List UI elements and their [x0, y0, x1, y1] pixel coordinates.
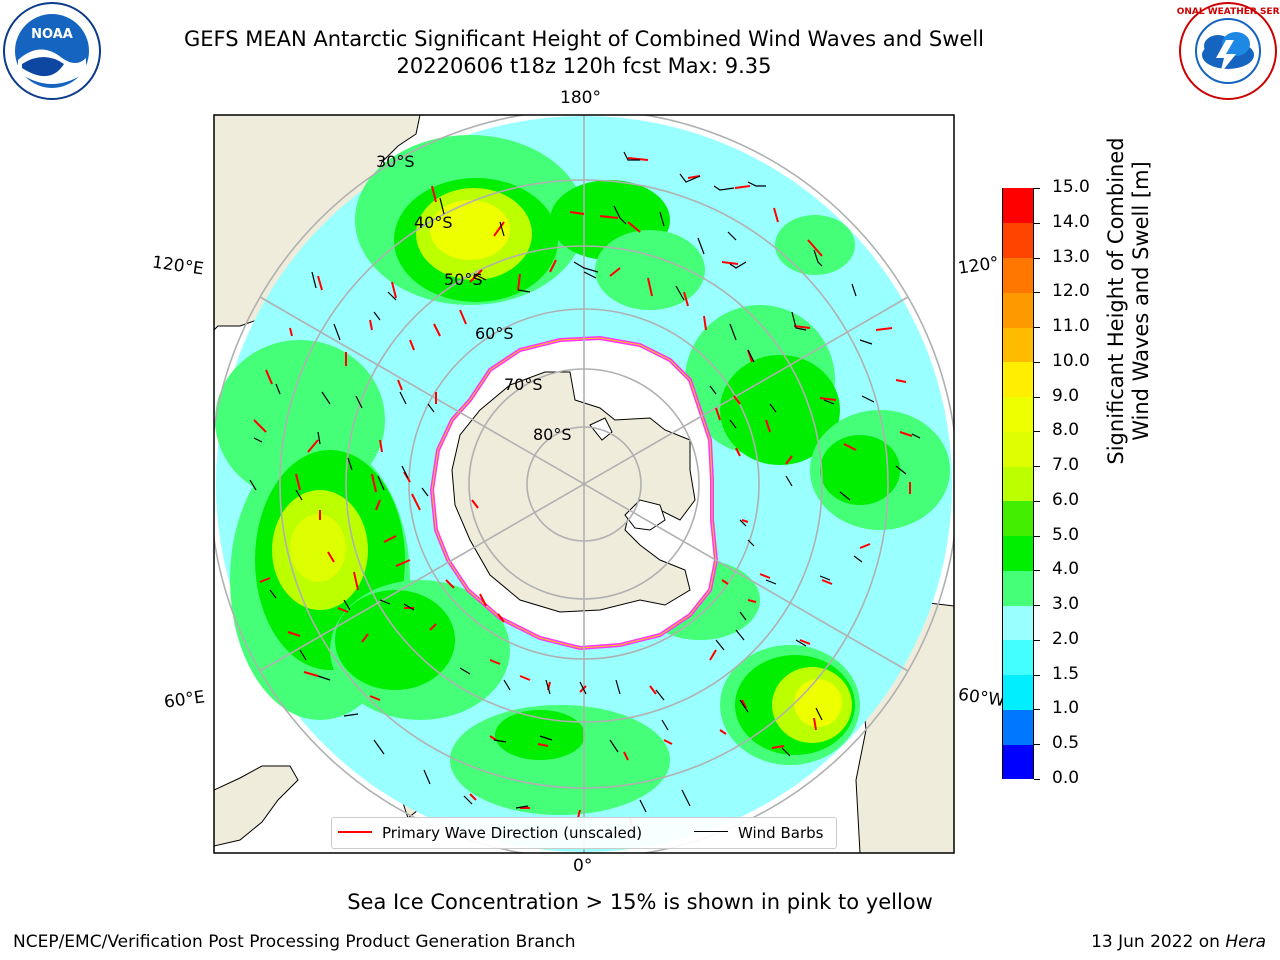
- colorbar-tick: [1034, 327, 1040, 329]
- colorbar-tick-label: 4.0: [1052, 559, 1080, 580]
- colorbar-tick-label: 1.0: [1052, 698, 1080, 719]
- colorbar-label-line2: Wind Waves and Swell [m]: [1129, 161, 1153, 441]
- colorbar-tick: [1034, 222, 1040, 224]
- colorbar-band: [1003, 188, 1033, 224]
- colorbar-tick-label: 2.0: [1052, 628, 1080, 649]
- colorbar-label: Significant Height of Combined Wind Wave…: [1104, 116, 1154, 486]
- colorbar-tick: [1034, 500, 1040, 502]
- colorbar-band: [1003, 570, 1033, 606]
- chart-subtitle: 20220606 t18z 120h fcst Max: 9.35: [396, 54, 772, 78]
- colorbar-tick: [1034, 396, 1040, 398]
- colorbar-band: [1003, 709, 1033, 745]
- colorbar-tick-label: 5.0: [1052, 524, 1080, 545]
- colorbar-band: [1003, 500, 1033, 537]
- colorbar-tick: [1034, 674, 1040, 676]
- legend-wave-direction-label: Primary Wave Direction (unscaled): [382, 824, 643, 842]
- colorbar-tick-label: 8.0: [1052, 420, 1080, 441]
- chart-title: GEFS MEAN Antarctic Significant Height o…: [183, 27, 985, 51]
- colorbar-tick-label: 10.0: [1052, 350, 1090, 371]
- colorbar-tick-label: 7.0: [1052, 455, 1080, 476]
- colorbar: [1002, 188, 1034, 780]
- colorbar-band: [1003, 292, 1033, 328]
- lon-label-0: 0°: [573, 856, 593, 876]
- colorbar-band: [1003, 327, 1033, 363]
- land-antarctica: [451, 371, 696, 613]
- colorbar-tick-label: 15.0: [1052, 177, 1090, 197]
- lat-label-70s: 70°S: [504, 375, 543, 394]
- colorbar-band: [1003, 257, 1033, 293]
- colorbar-tick: [1034, 257, 1040, 259]
- noaa-logo-text: NOAA: [31, 27, 73, 42]
- wave-direction-arrows: [253, 157, 913, 827]
- sea-ice-caption: Sea Ice Concentration > 15% is shown in …: [347, 890, 933, 914]
- colorbar-tick-label: 1.5: [1052, 663, 1080, 684]
- colorbar-band: [1003, 222, 1033, 258]
- colorbar-label-line1: Significant Height of Combined: [1104, 137, 1128, 465]
- colorbar-band: [1003, 466, 1033, 502]
- lon-label-180: 180°: [560, 88, 601, 108]
- wind-barbs: [249, 151, 921, 813]
- colorbar-band: [1003, 431, 1033, 467]
- nws-logo-text: NATIONAL WEATHER SERVICE: [1176, 7, 1280, 17]
- footer-credit: NCEP/EMC/Verification Post Processing Pr…: [13, 932, 576, 952]
- land-south-africa: [214, 765, 299, 847]
- lat-label-80s: 80°S: [533, 425, 572, 444]
- legend-wind-barbs-label: Wind Barbs: [738, 824, 824, 842]
- colorbar-tick: [1034, 431, 1040, 433]
- colorbar-tick: [1034, 535, 1040, 537]
- lat-label-40s: 40°S: [414, 213, 453, 232]
- colorbar-tick-label: 6.0: [1052, 489, 1080, 510]
- colorbar-tick-label: 12.0: [1052, 281, 1090, 302]
- ross-ice-shelf: [624, 499, 666, 531]
- colorbar-tick-label: 13.0: [1052, 246, 1090, 267]
- map-frame: [213, 114, 955, 854]
- lat-label-50s: 50°S: [444, 270, 483, 289]
- colorbar-tick-label: 3.0: [1052, 594, 1080, 615]
- colorbar-tick-label: 0.0: [1052, 768, 1080, 788]
- colorbar-tick: [1034, 605, 1040, 607]
- colorbar-tick-label: 0.5: [1052, 733, 1080, 754]
- colorbar-tick: [1034, 639, 1040, 641]
- colorbar-tick: [1034, 361, 1040, 363]
- colorbar-tick: [1034, 570, 1040, 572]
- colorbar-tick: [1034, 744, 1040, 746]
- footer-date: 13 Jun 2022 on Hera: [1091, 932, 1266, 952]
- colorbar-band: [1003, 605, 1033, 641]
- ice-edge: [431, 337, 717, 649]
- colorbar-band: [1003, 744, 1033, 780]
- lat-label-30s: 30°S: [376, 152, 415, 171]
- colorbar-band: [1003, 535, 1033, 571]
- colorbar-tick: [1034, 779, 1040, 780]
- map-legend: Primary Wave Direction (unscaled) Wind B…: [331, 817, 837, 849]
- colorbar-band: [1003, 639, 1033, 676]
- colorbar-tick: [1034, 188, 1040, 189]
- colorbar-tick-label: 11.0: [1052, 316, 1090, 337]
- colorbar-tick: [1034, 709, 1040, 711]
- colorbar-band: [1003, 396, 1033, 432]
- colorbar-tick: [1034, 466, 1040, 468]
- nws-logo: NATIONAL WEATHER SERVICE: [1176, 2, 1280, 100]
- colorbar-band: [1003, 361, 1033, 398]
- lat-label-60s: 60°S: [475, 324, 514, 343]
- colorbar-tick-label: 9.0: [1052, 385, 1080, 406]
- footer-date-text: 13 Jun 2022 on: [1091, 932, 1226, 952]
- colorbar-tick: [1034, 292, 1040, 294]
- graticule: [214, 115, 954, 853]
- noaa-logo: NOAA: [3, 2, 101, 100]
- legend-wave-direction-line: [338, 831, 372, 833]
- footer-host: Hera: [1225, 932, 1266, 952]
- colorbar-band: [1003, 674, 1033, 710]
- legend-wind-barbs-line: [694, 831, 728, 832]
- colorbar-tick-label: 14.0: [1052, 211, 1090, 232]
